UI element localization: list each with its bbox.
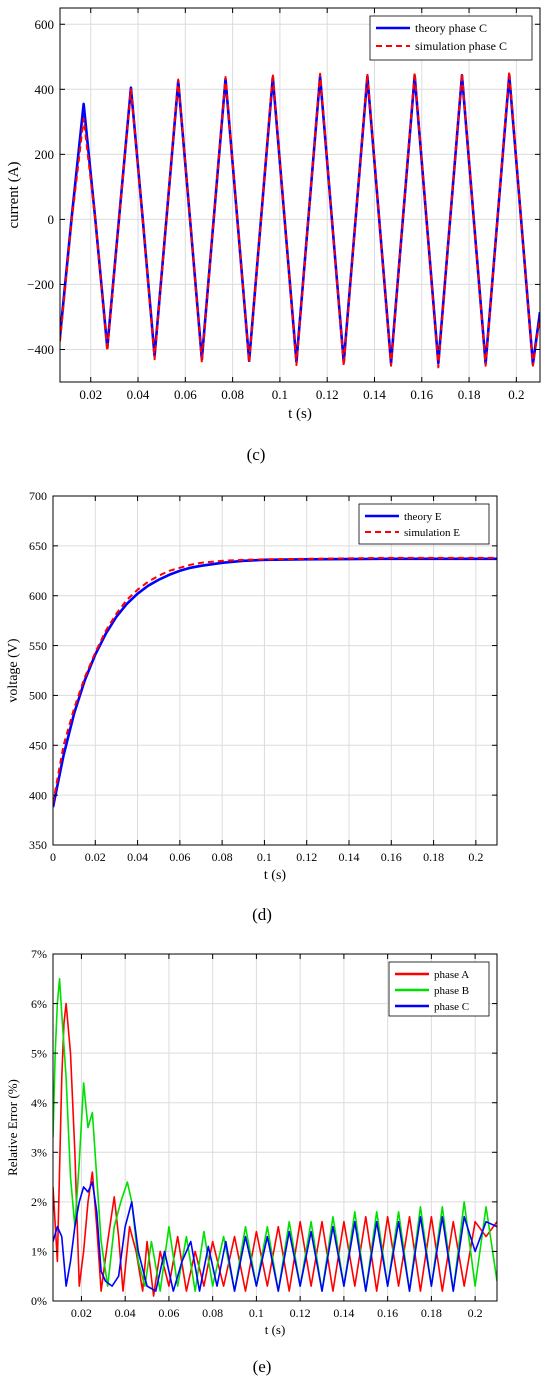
chart-c-xtick-label-4: 0.1 <box>272 387 288 402</box>
chart-e-ytick-label-3: 3% <box>31 1145 47 1159</box>
chart-d-xtick-label-1: 0.02 <box>85 850 106 864</box>
chart-d-axes-frame <box>52 495 498 846</box>
chart-d-xtick-label-0: 0 <box>50 850 56 864</box>
chart-c-xtick-label-5: 0.12 <box>316 387 339 402</box>
chart-e-legend-label-0: phase A <box>434 969 469 981</box>
panel-label-c: (c) <box>247 445 266 464</box>
chart-e-xtick-label-8: 0.18 <box>421 1306 442 1320</box>
chart-c-x-axis-label: t (s) <box>288 406 312 422</box>
chart-c-ytick-label-4: 400 <box>35 82 55 97</box>
chart-e-xtick-label-7: 0.16 <box>377 1306 398 1320</box>
chart-e-series-line-1 <box>53 977 497 1292</box>
chart-c-ytick-label-0: −400 <box>27 342 54 357</box>
chart-e-xtick-label-3: 0.08 <box>202 1306 223 1320</box>
chart-d-xtick-label-8: 0.16 <box>381 850 402 864</box>
chart-e-ytick-label-6: 6% <box>31 997 47 1011</box>
chart-c-legend-label-1: simulation phase C <box>415 39 507 53</box>
chart-e-ytick-label-5: 5% <box>31 1046 47 1060</box>
chart-d-y-axis-label: voltage (V) <box>6 638 21 702</box>
chart-e-xtick-label-9: 0.2 <box>468 1306 483 1320</box>
chart-e-ytick-label-1: 1% <box>31 1245 47 1259</box>
chart-d-xtick-label-5: 0.1 <box>257 850 272 864</box>
chart-e-axes-frame <box>52 953 498 1302</box>
chart-c-ytick-label-3: 200 <box>35 147 55 162</box>
chart-c-xtick-label-6: 0.14 <box>363 387 386 402</box>
chart-d-ytick-label-5: 600 <box>29 589 47 603</box>
chart-d-xtick-label-9: 0.18 <box>423 850 444 864</box>
chart-panel-d: 0 0.02 0.04 0.06 0.08 0.1 0.12 0.14 0.16 0.18 0.2 3… <box>6 489 498 883</box>
chart-c-xtick-label-2: 0.06 <box>174 387 197 402</box>
chart-c-series-group <box>60 70 540 369</box>
chart-panel-e: 0.02 0.04 0.06 0.08 0.1 0.12 0.14 0.16 0.18 0.2 0%… <box>5 947 498 1337</box>
chart-c-ytick-label-1: −200 <box>27 277 54 292</box>
chart-d-ytick-label-6: 650 <box>29 539 47 553</box>
chart-e-series-line-0 <box>53 1002 497 1297</box>
chart-d-series-line-1 <box>53 556 497 804</box>
chart-d-ytick-label-0: 350 <box>29 838 47 852</box>
chart-c-series-line-1 <box>60 70 540 369</box>
chart-c-ytick-label-5: 600 <box>35 17 55 32</box>
chart-e-xtick-label-1: 0.04 <box>115 1306 136 1320</box>
chart-c-xtick-label-1: 0.04 <box>127 387 150 402</box>
chart-e-xtick-label-6: 0.14 <box>333 1306 354 1320</box>
chart-e-ytick-label-2: 2% <box>31 1195 47 1209</box>
chart-c-xtick-label-7: 0.16 <box>410 387 433 402</box>
chart-c-legend-box <box>369 15 533 61</box>
chart-d-legend-label-0: theory E <box>404 511 442 523</box>
chart-d-ytick-label-1: 400 <box>29 788 47 802</box>
chart-d-legend-box <box>358 503 490 545</box>
chart-d-plot-area <box>53 496 497 845</box>
panel-label-d: (d) <box>252 905 272 924</box>
chart-d-xtick-label-10: 0.2 <box>468 850 483 864</box>
chart-e-y-axis-label: Relative Error (%) <box>5 1079 20 1176</box>
chart-c-legend-label-0: theory phase C <box>415 21 487 35</box>
chart-d-series-group <box>53 556 497 808</box>
chart-c-xtick-label-9: 0.2 <box>508 387 524 402</box>
chart-d-xtick-label-6: 0.12 <box>296 850 317 864</box>
chart-c-axes-frame <box>59 7 541 383</box>
chart-e-xtick-label-5: 0.12 <box>290 1306 311 1320</box>
chart-c-xtick-label-8: 0.18 <box>458 387 481 402</box>
chart-e-xtick-label-2: 0.06 <box>158 1306 179 1320</box>
chart-d-ytick-label-7: 700 <box>29 489 47 503</box>
chart-e-xtick-label-4: 0.1 <box>249 1306 264 1320</box>
chart-d-xtick-label-2: 0.04 <box>127 850 148 864</box>
chart-d-xtick-label-4: 0.08 <box>212 850 233 864</box>
chart-e-xtick-label-0: 0.02 <box>71 1306 92 1320</box>
chart-d-legend-label-1: simulation E <box>404 527 460 539</box>
chart-e-ytick-label-7: 7% <box>31 947 47 961</box>
chart-d-xtick-label-7: 0.14 <box>339 850 360 864</box>
chart-e-ytick-label-4: 4% <box>31 1096 47 1110</box>
chart-d-ytick-label-3: 500 <box>29 689 47 703</box>
chart-d-ytick-label-4: 550 <box>29 639 47 653</box>
chart-d-ytick-label-2: 450 <box>29 738 47 752</box>
chart-e-legend-label-2: phase C <box>434 1001 469 1013</box>
panel-label-e: (e) <box>253 1357 272 1376</box>
chart-c-y-axis-label: current (A) <box>6 161 22 228</box>
chart-e-series-group <box>53 977 497 1297</box>
chart-d-xtick-label-3: 0.06 <box>169 850 190 864</box>
chart-e-ytick-label-0: 0% <box>31 1294 47 1308</box>
chart-c-ytick-label-2: 0 <box>48 212 55 227</box>
chart-c-xtick-label-3: 0.08 <box>221 387 244 402</box>
chart-panel-c: 0.02 0.04 0.06 0.08 0.1 0.12 0.14 0.16 0.18 0.2 −4… <box>6 7 541 422</box>
chart-c-xtick-label-0: 0.02 <box>79 387 102 402</box>
chart-e-legend-label-1: phase B <box>434 985 469 997</box>
chart-e-x-axis-label: t (s) <box>265 1322 286 1337</box>
chart-e-series-line-2 <box>53 1181 497 1292</box>
chart-d-x-axis-label: t (s) <box>264 868 287 883</box>
